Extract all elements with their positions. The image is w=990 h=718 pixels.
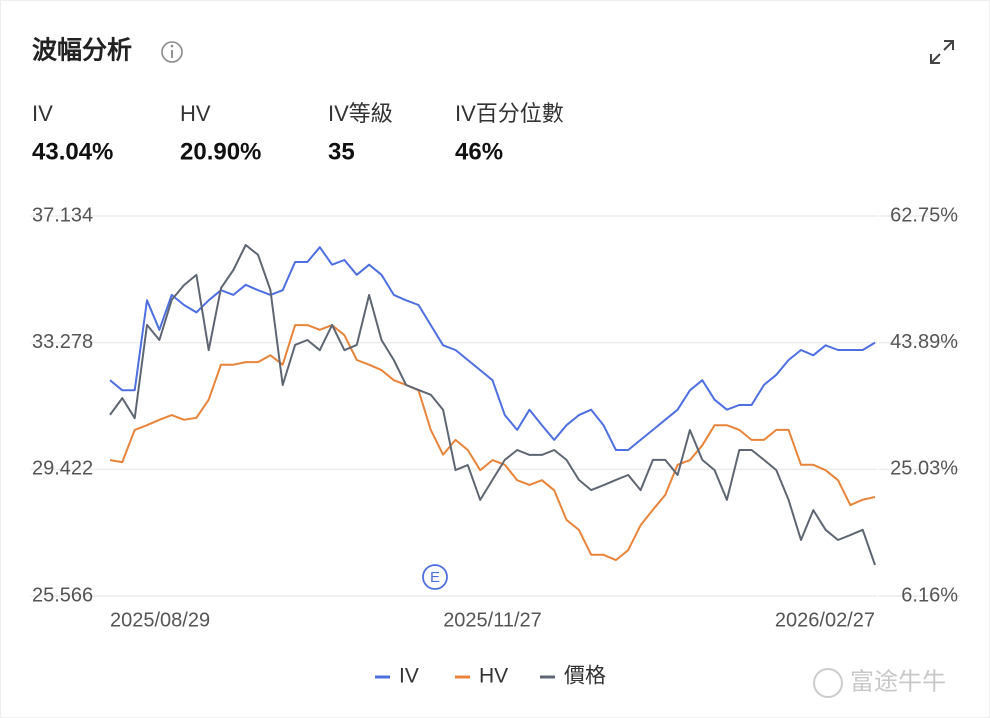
y2-tick-label: 25.03%: [890, 458, 958, 480]
series-line: [109, 246, 876, 451]
watermark: 富途牛牛: [850, 668, 946, 695]
series-line: [109, 324, 876, 562]
y2-tick-label: 6.16%: [901, 584, 958, 606]
y2-tick-label: 43.89%: [890, 331, 958, 353]
event-marker-label: E: [430, 569, 440, 586]
stat-value: 35: [328, 138, 355, 165]
y-tick-label: 37.134: [32, 204, 93, 226]
y-tick-label: 29.422: [32, 458, 93, 480]
info-dot: [170, 44, 174, 48]
card-title: 波幅分析: [32, 37, 132, 65]
stat-label: IV等級: [328, 101, 393, 126]
info-circle: [161, 41, 183, 63]
expand-arrow: [943, 40, 954, 51]
stat-value: 43.04%: [32, 138, 113, 165]
stat-value: 20.90%: [180, 138, 261, 165]
x-tick-label: 2025/08/29: [110, 609, 210, 631]
stats: IV 43.04% HV 20.90% IV等級 35 IV百分位數 46%: [32, 101, 564, 166]
stat-label: HV: [180, 101, 211, 126]
legend-label: IV: [399, 665, 419, 688]
event-marker: [422, 564, 448, 590]
legend-label: 價格: [564, 665, 606, 688]
x-tick-label: 2025/11/27: [443, 609, 542, 631]
legend-label: HV: [479, 665, 508, 688]
y2-tick-label: 62.75%: [890, 204, 958, 226]
expand-arrow: [930, 53, 941, 64]
expand-icon[interactable]: [930, 40, 954, 64]
y-tick-label: 25.566: [32, 584, 93, 606]
info-icon[interactable]: [161, 41, 183, 63]
stat-label: IV百分位數: [455, 101, 564, 126]
series-line: [109, 244, 876, 566]
stat-value: 46%: [455, 138, 503, 165]
y-tick-label: 33.278: [32, 331, 93, 353]
stat-label: IV: [32, 101, 53, 126]
x-tick-label: 2026/02/27: [775, 609, 875, 631]
watermark-logo: [813, 668, 843, 698]
plot: 25.566 29.422 33.278 37.134 6.16% 25.03% 43.89…: [30, 204, 960, 698]
